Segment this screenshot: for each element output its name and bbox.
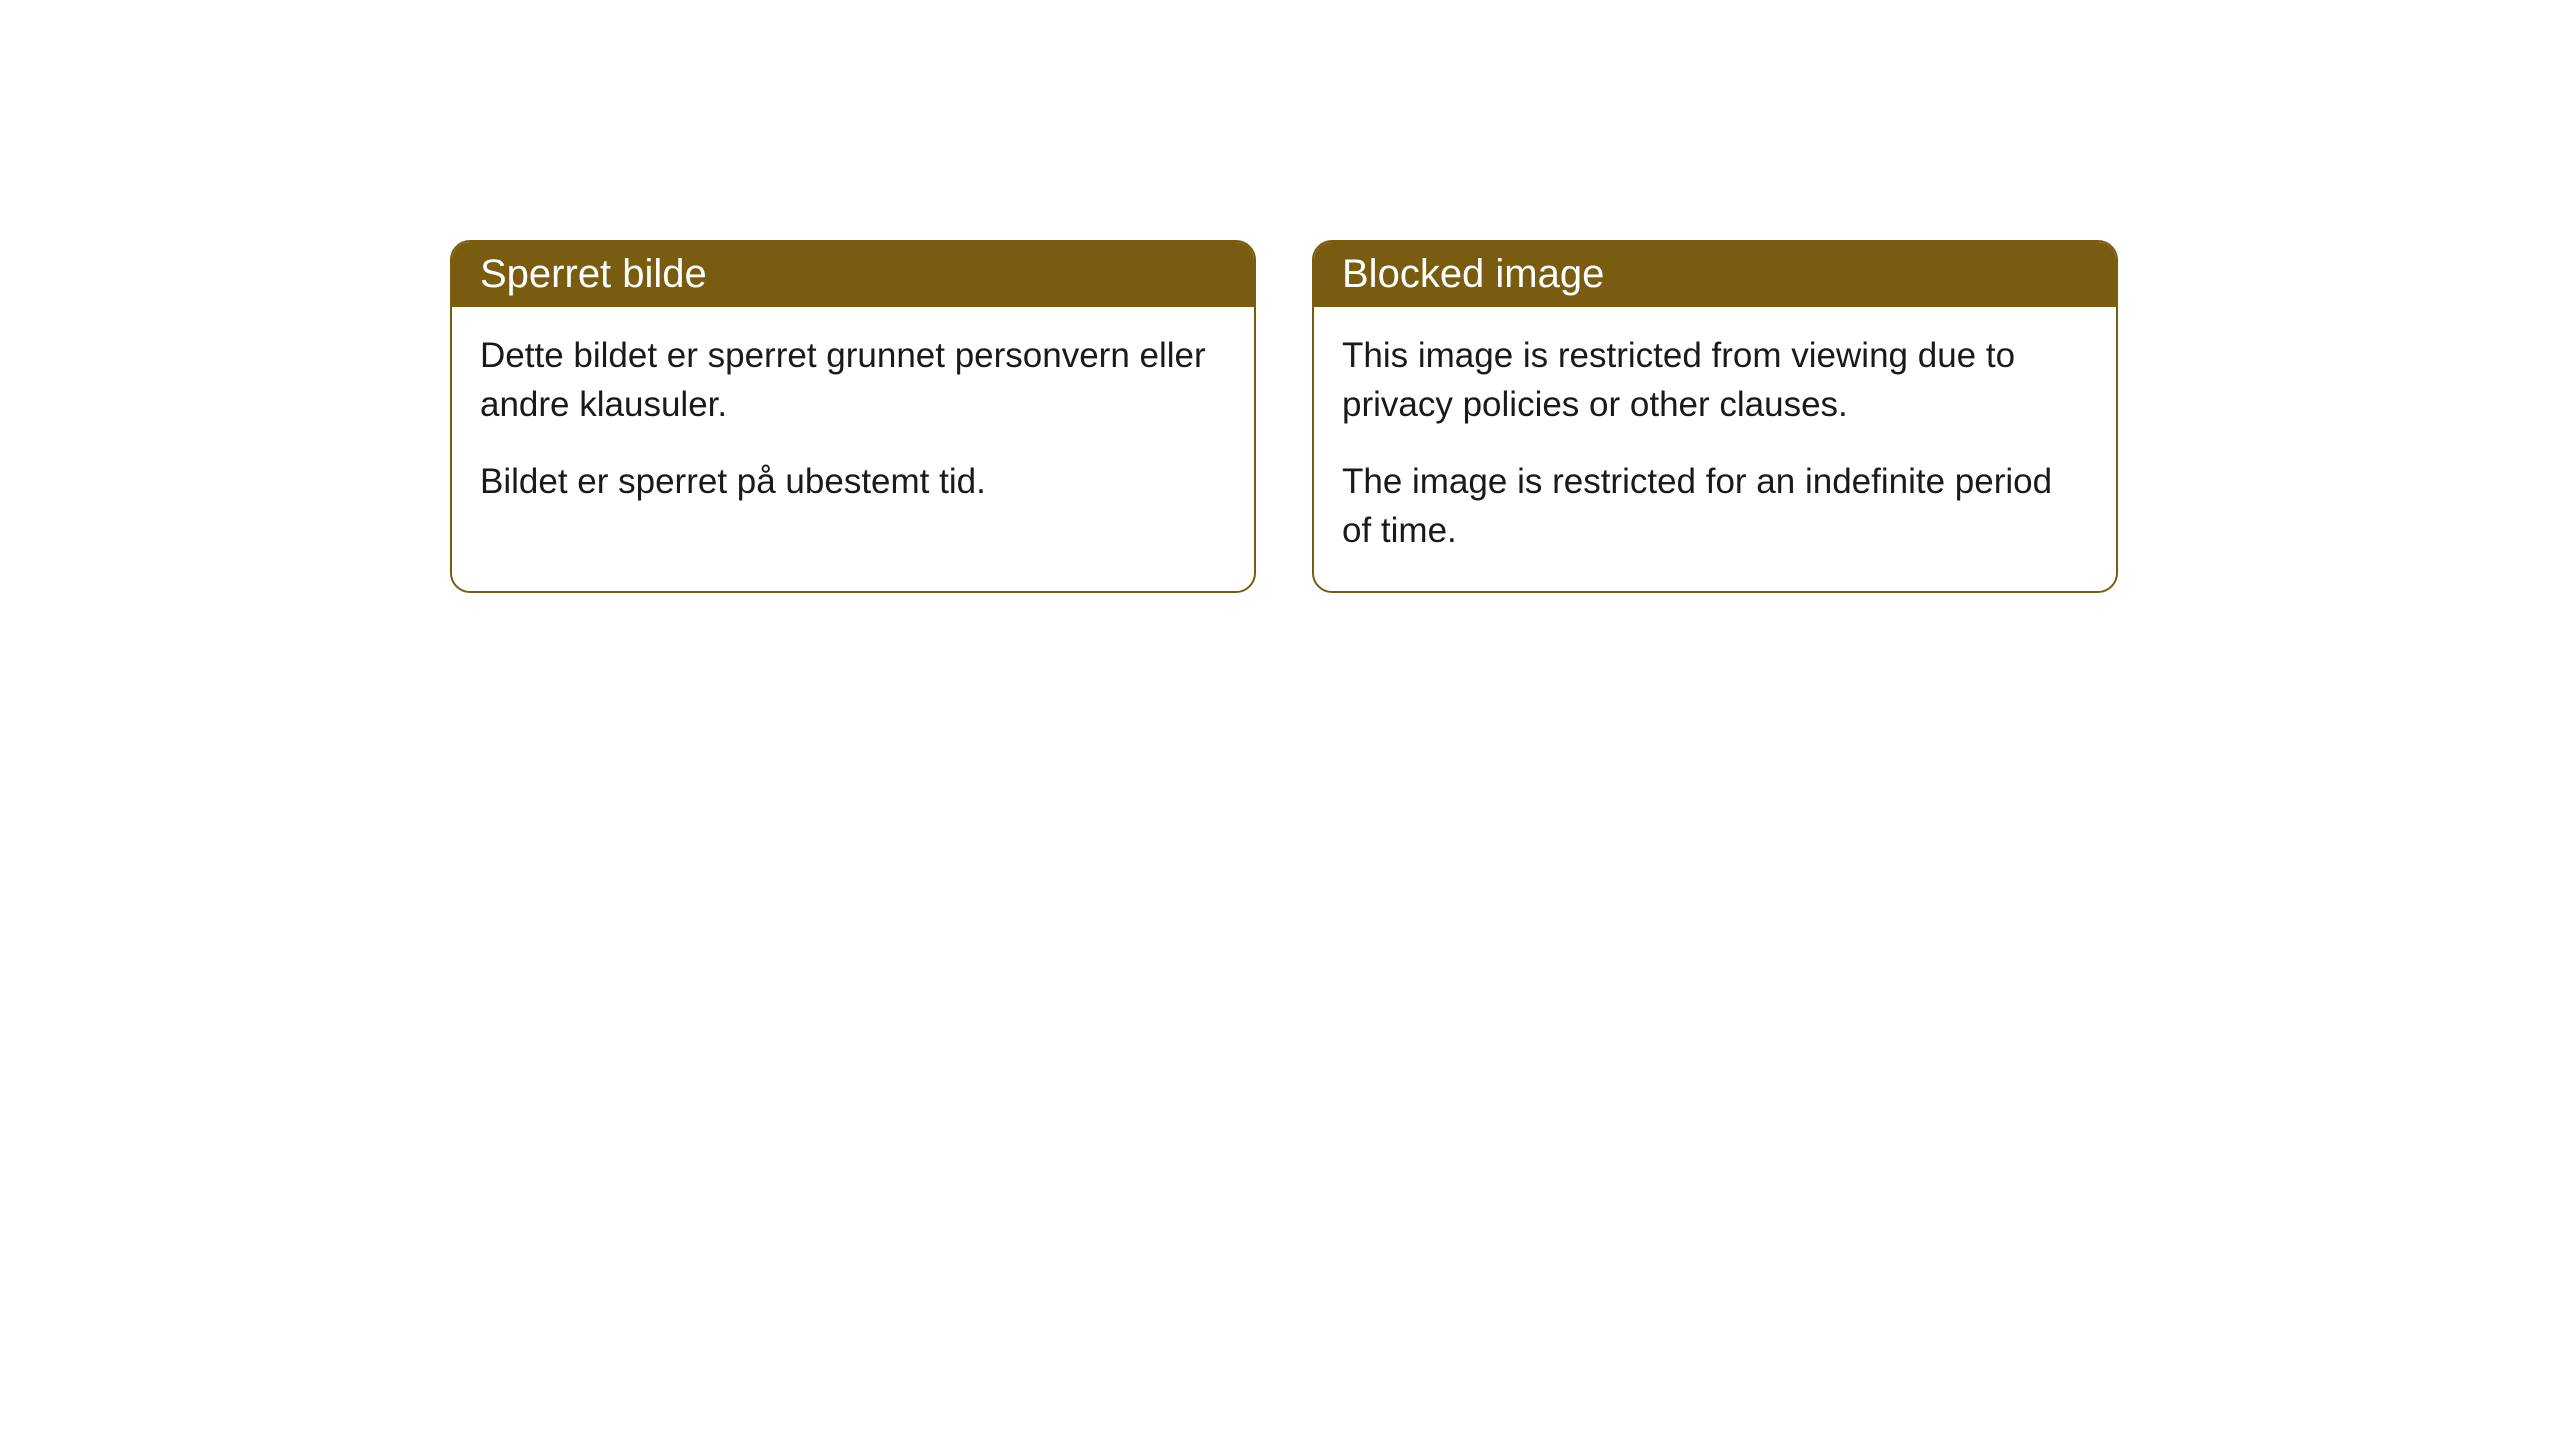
card-header: Sperret bilde [452, 242, 1254, 307]
notice-cards-container: Sperret bilde Dette bildet er sperret gr… [450, 240, 2560, 593]
card-paragraph: Bildet er sperret på ubestemt tid. [480, 457, 1226, 506]
card-body: This image is restricted from viewing du… [1314, 307, 2116, 591]
card-body: Dette bildet er sperret grunnet personve… [452, 307, 1254, 542]
card-title: Blocked image [1342, 252, 1604, 296]
blocked-image-card-norwegian: Sperret bilde Dette bildet er sperret gr… [450, 240, 1256, 593]
card-header: Blocked image [1314, 242, 2116, 307]
card-paragraph: Dette bildet er sperret grunnet personve… [480, 331, 1226, 429]
card-paragraph: This image is restricted from viewing du… [1342, 331, 2088, 429]
card-paragraph: The image is restricted for an indefinit… [1342, 457, 2088, 555]
card-title: Sperret bilde [480, 252, 707, 296]
blocked-image-card-english: Blocked image This image is restricted f… [1312, 240, 2118, 593]
